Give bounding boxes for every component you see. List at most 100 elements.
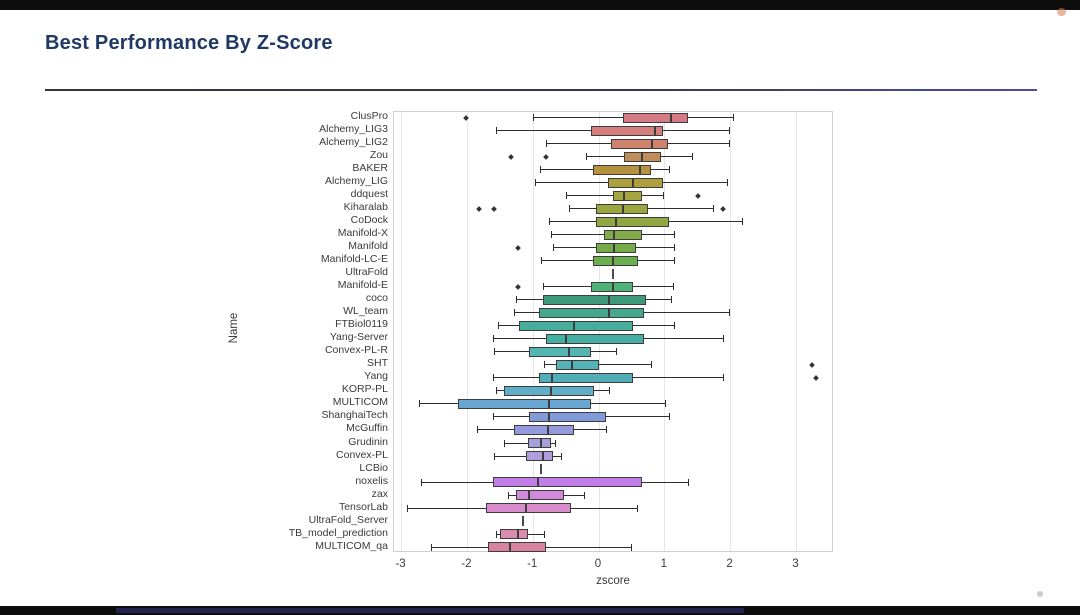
- whisker-cap-high: [583, 491, 585, 499]
- box-BAKER: [593, 164, 651, 175]
- outlier-point: [543, 153, 550, 160]
- box-SHT: [556, 359, 599, 370]
- y-tick-label: Yang-Server: [329, 331, 388, 344]
- y-tick-label: UltraFold_Server: [308, 513, 388, 526]
- y-tick-label: Zou: [369, 149, 388, 162]
- y-tick-label: Alchemy_LIG: [324, 175, 388, 188]
- outlier-point: [508, 153, 515, 160]
- outlier-point: [490, 205, 497, 212]
- x-tick-label: 3: [792, 558, 799, 570]
- y-tick-label: noxelis: [355, 474, 388, 487]
- y-tick-label: SHT: [367, 357, 388, 370]
- whisker-cap-high: [560, 452, 562, 460]
- box-Convex-PL: [525, 451, 553, 462]
- y-tick-label: Alchemy_LIG3: [319, 123, 388, 136]
- whisker-cap-low: [516, 296, 518, 304]
- y-tick-label: coco: [365, 292, 388, 305]
- median-line: [653, 125, 656, 136]
- whisker-cap-high: [671, 296, 673, 304]
- median-line: [621, 203, 624, 214]
- outlier-point: [813, 375, 819, 381]
- whisker-cap-high: [668, 413, 670, 421]
- whisker-cap-high: [732, 114, 734, 121]
- y-tick-label: UltraFold: [345, 266, 388, 279]
- whisker-cap-low: [534, 179, 536, 187]
- whisker-cap-high: [674, 257, 675, 265]
- outlier-point: [463, 114, 469, 121]
- whisker-cap-high: [674, 244, 675, 252]
- y-tick-label: Kiharalab: [343, 201, 388, 214]
- median-line: [650, 138, 653, 149]
- median-line: [638, 164, 641, 175]
- box-noxelis: [493, 477, 643, 488]
- gridline-x2: [730, 112, 731, 551]
- y-tick-label: Manifold-X: [337, 227, 388, 240]
- box-Grudinin: [527, 438, 551, 448]
- outlier-point: [515, 283, 521, 290]
- outlier-point: [475, 205, 482, 212]
- box-MULTICOM_qa: [488, 542, 547, 553]
- whisker-cap-high: [742, 218, 744, 226]
- x-axis-label: zscore: [596, 575, 630, 587]
- bottom-accent-strip: [116, 608, 744, 613]
- box-WL_team: [539, 307, 644, 318]
- screen-artifact-dot: [1037, 591, 1043, 597]
- box-CoDock: [595, 216, 669, 227]
- whisker-cap-low: [533, 114, 535, 121]
- whisker-cap-high: [712, 205, 714, 213]
- y-tick-label: Manifold-LC-E: [320, 253, 388, 266]
- median-line: [537, 477, 540, 488]
- whisker-cap-low: [503, 439, 505, 447]
- whisker-cap-high: [668, 166, 670, 174]
- median-line: [611, 281, 614, 292]
- whisker-cap-low: [406, 504, 408, 512]
- y-tick-label: FTBiol0119: [335, 318, 388, 331]
- median-line: [670, 112, 673, 123]
- y-tick-label: Manifold-E: [337, 279, 388, 292]
- whisker-cap-low: [514, 309, 516, 317]
- y-tick-label: ClusPro: [350, 110, 388, 122]
- y-tick-label: TensorLab: [338, 500, 388, 513]
- whisker-cap-high: [692, 153, 694, 161]
- whisker-cap-low: [496, 387, 498, 395]
- whisker-cap-high: [663, 192, 665, 200]
- median-line: [549, 385, 552, 396]
- whisker-cap-high: [630, 543, 632, 551]
- median-line: [572, 320, 575, 331]
- box-MULTICOM: [458, 398, 592, 409]
- median-line: [571, 359, 574, 370]
- y-tick-label: LCBio: [359, 461, 388, 474]
- y-tick-label: BAKER: [352, 162, 388, 175]
- whisker-cap-high: [687, 478, 689, 486]
- whisker-cap-high: [650, 361, 652, 369]
- box-Yang: [539, 372, 634, 383]
- outlier-point: [809, 362, 816, 368]
- median-line: [547, 398, 550, 409]
- median-line: [524, 503, 527, 514]
- whisker-cap-high: [554, 439, 556, 447]
- box-ddquest: [612, 190, 643, 201]
- whisker-cap-low: [496, 530, 498, 538]
- whisker-cap-low: [496, 127, 498, 135]
- box-KORP-PL: [503, 385, 594, 396]
- whisker-cap-high: [723, 374, 725, 382]
- median-line: [565, 333, 568, 344]
- whisker-cap-high: [728, 140, 730, 148]
- box-degenerate-UltraFold: [611, 268, 614, 279]
- whisker-cap-low: [585, 153, 587, 161]
- whisker-cap-low: [546, 140, 548, 148]
- y-tick-label: ddquest: [350, 188, 388, 201]
- gridline-x-3: [401, 112, 402, 551]
- y-tick-label: KORP-PL: [341, 383, 388, 396]
- y-tick-label: MULTICOM: [332, 396, 388, 409]
- median-line: [508, 542, 511, 553]
- box-ShanghaiTech: [529, 411, 607, 422]
- whisker-cap-low: [539, 166, 541, 174]
- y-tick-label: MULTICOM_qa: [315, 539, 388, 552]
- recording-dot-icon: [1057, 8, 1066, 16]
- x-tick-label: 0: [594, 558, 602, 570]
- gridline-x1: [664, 112, 665, 551]
- y-tick-label: ShanghaiTech: [321, 409, 388, 422]
- median-line: [607, 307, 610, 318]
- gridline-x0: [599, 112, 600, 551]
